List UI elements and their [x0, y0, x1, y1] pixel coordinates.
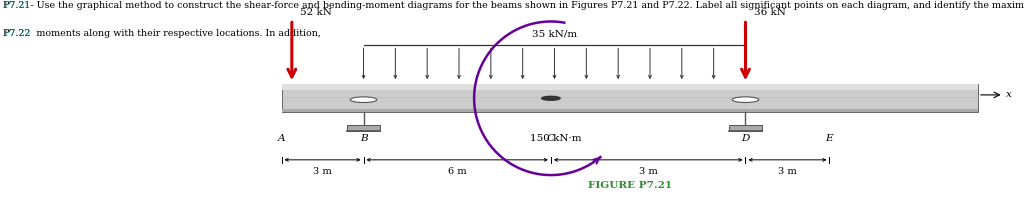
Text: x: x	[1006, 91, 1012, 99]
Circle shape	[542, 96, 560, 100]
Text: C: C	[547, 134, 555, 143]
Bar	[282, 84, 978, 112]
Bar	[282, 109, 978, 112]
Bar	[347, 125, 380, 131]
Text: P7.21- Use the graphical method to construct the shear-force and bending-moment : P7.21- Use the graphical method to const…	[3, 1, 1024, 10]
Text: P7.21-: P7.21-	[3, 1, 34, 10]
Text: B: B	[359, 134, 368, 143]
Text: 150 kN·m: 150 kN·m	[530, 134, 582, 143]
Text: 6 m: 6 m	[447, 167, 467, 176]
Text: FIGURE P7.21: FIGURE P7.21	[588, 181, 672, 191]
Text: A: A	[278, 134, 286, 143]
Circle shape	[732, 97, 759, 103]
Text: 35 kN/m: 35 kN/m	[531, 30, 578, 39]
Text: P7.22  moments along with their respective locations. In addition,: P7.22 moments along with their respectiv…	[3, 29, 321, 38]
Circle shape	[350, 97, 377, 103]
Text: 36 kN: 36 kN	[754, 8, 785, 17]
Text: 3 m: 3 m	[778, 167, 797, 176]
Text: D: D	[741, 134, 750, 143]
Text: E: E	[825, 134, 834, 143]
Text: P7.22: P7.22	[3, 29, 31, 38]
Bar	[282, 84, 978, 91]
Bar	[729, 125, 762, 131]
Text: 52 kN: 52 kN	[300, 8, 332, 17]
Text: 3 m: 3 m	[313, 167, 332, 176]
Text: 3 m: 3 m	[639, 167, 657, 176]
